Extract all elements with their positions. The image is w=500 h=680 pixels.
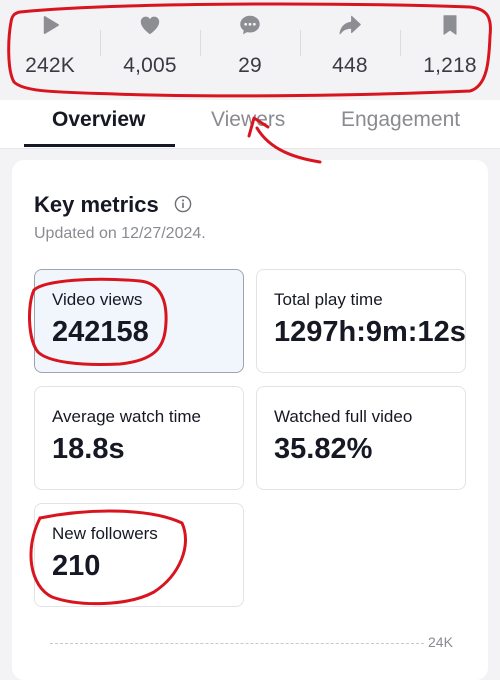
tab-viewers[interactable]: Viewers — [211, 108, 286, 131]
metric-total-play-time[interactable]: Total play time 1297h:9m:12s — [256, 269, 466, 373]
stat-saves: 1,218 — [400, 0, 500, 100]
stat-value: 4,005 — [123, 54, 177, 77]
metric-label: New followers — [52, 524, 158, 543]
stat-value: 1,218 — [423, 54, 477, 77]
metric-new-followers[interactable]: New followers 210 — [34, 503, 244, 607]
info-icon[interactable] — [174, 195, 192, 213]
comment-icon — [237, 12, 263, 38]
metric-value: 18.8s — [52, 433, 125, 465]
analytics-tabs: Overview Viewers Engagement — [0, 100, 500, 149]
tab-engagement[interactable]: Engagement — [341, 108, 461, 131]
metric-label: Video views — [52, 290, 143, 309]
stat-views: 242K — [0, 0, 100, 100]
bookmark-icon — [437, 12, 463, 38]
updated-date: Updated on 12/27/2024. — [34, 225, 206, 242]
metric-video-views[interactable]: Video views 242158 — [34, 269, 244, 373]
key-metrics-card: Key metrics Updated on 12/27/2024. Video… — [12, 160, 488, 680]
stat-likes: 4,005 — [100, 0, 200, 100]
metric-watched-full-video[interactable]: Watched full video 35.82% — [256, 386, 466, 490]
tab-overview[interactable]: Overview — [52, 108, 146, 131]
stat-shares: 448 — [300, 0, 400, 100]
stat-value: 29 — [238, 54, 262, 77]
metric-average-watch-time[interactable]: Average watch time 18.8s — [34, 386, 244, 490]
metric-label: Average watch time — [52, 407, 201, 426]
section-title: Key metrics — [34, 192, 159, 217]
heart-icon — [137, 12, 163, 38]
stat-comments: 29 — [200, 0, 300, 100]
metric-label: Total play time — [274, 290, 383, 309]
share-icon — [337, 12, 363, 38]
stat-value: 448 — [332, 54, 368, 77]
stat-value: 242K — [25, 54, 75, 77]
chart-gridline — [50, 643, 424, 644]
metric-value: 35.82% — [274, 433, 373, 465]
metric-label: Watched full video — [274, 407, 413, 426]
metric-value: 242158 — [52, 316, 149, 348]
play-icon — [37, 12, 63, 38]
metric-value: 210 — [52, 550, 101, 582]
active-tab-indicator — [24, 144, 175, 147]
chart-y-tick: 24K — [428, 634, 453, 650]
metric-value: 1297h:9m:12s — [274, 316, 466, 348]
video-stats-bar: 242K 4,005 29 448 1,218 — [0, 0, 500, 100]
